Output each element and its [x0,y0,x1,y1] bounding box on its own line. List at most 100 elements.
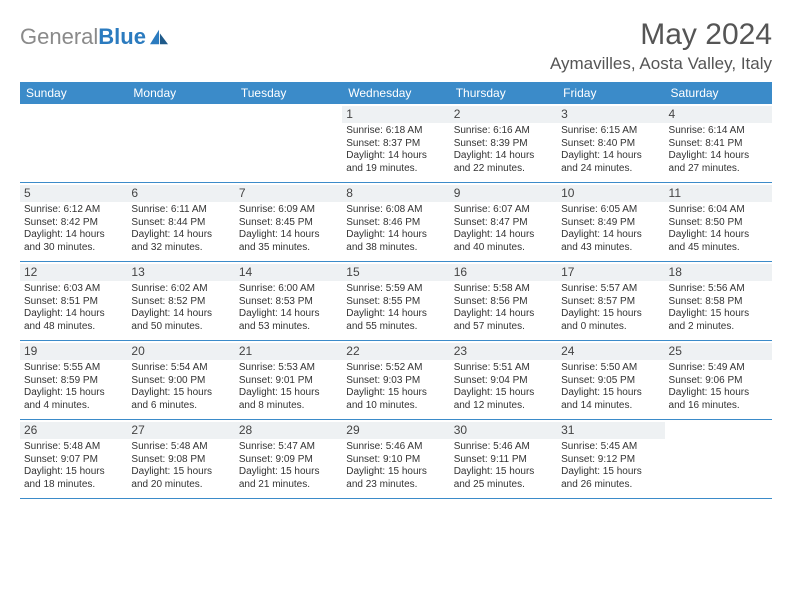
sunrise-line: Sunrise: 6:00 AM [239,283,338,296]
day-cell: 1Sunrise: 6:18 AMSunset: 8:37 PMDaylight… [342,104,449,182]
location: Aymavilles, Aosta Valley, Italy [550,54,772,74]
daylight-line: Daylight: 15 hours and 20 minutes. [131,466,230,491]
sunrise-line: Sunrise: 5:45 AM [561,441,660,454]
logo-sail-icon [148,28,170,46]
sunrise-line: Sunrise: 5:54 AM [131,362,230,375]
sunset-line: Sunset: 9:04 PM [454,375,553,388]
day-cell: 2Sunrise: 6:16 AMSunset: 8:39 PMDaylight… [450,104,557,182]
day-number: 6 [127,185,234,202]
sunset-line: Sunset: 9:10 PM [346,454,445,467]
daylight-line: Daylight: 15 hours and 6 minutes. [131,387,230,412]
sunrise-line: Sunrise: 6:16 AM [454,125,553,138]
day-number: 2 [450,106,557,123]
sunset-line: Sunset: 8:59 PM [24,375,123,388]
sunrise-line: Sunrise: 5:47 AM [239,441,338,454]
day-cell: 10Sunrise: 6:05 AMSunset: 8:49 PMDayligh… [557,183,664,261]
day-number: 30 [450,422,557,439]
day-number: 7 [235,185,342,202]
day-number: 15 [342,264,449,281]
day-number: 31 [557,422,664,439]
daylight-line: Daylight: 14 hours and 32 minutes. [131,229,230,254]
day-number: 9 [450,185,557,202]
day-cell: 8Sunrise: 6:08 AMSunset: 8:46 PMDaylight… [342,183,449,261]
sunrise-line: Sunrise: 5:58 AM [454,283,553,296]
day-number: 21 [235,343,342,360]
sunset-line: Sunset: 8:56 PM [454,296,553,309]
sunrise-line: Sunrise: 5:50 AM [561,362,660,375]
sunset-line: Sunset: 9:11 PM [454,454,553,467]
daylight-line: Daylight: 15 hours and 16 minutes. [669,387,768,412]
sunrise-line: Sunrise: 5:48 AM [24,441,123,454]
day-number: 29 [342,422,449,439]
day-cell [235,104,342,182]
sunrise-line: Sunrise: 5:51 AM [454,362,553,375]
dow-header: Tuesday [235,82,342,104]
sunset-line: Sunset: 8:45 PM [239,217,338,230]
daylight-line: Daylight: 14 hours and 19 minutes. [346,150,445,175]
calendar: SundayMondayTuesdayWednesdayThursdayFrid… [20,82,772,499]
sunrise-line: Sunrise: 5:55 AM [24,362,123,375]
day-number: 14 [235,264,342,281]
sunset-line: Sunset: 9:03 PM [346,375,445,388]
sunset-line: Sunset: 9:09 PM [239,454,338,467]
sunrise-line: Sunrise: 5:57 AM [561,283,660,296]
daylight-line: Daylight: 15 hours and 12 minutes. [454,387,553,412]
daylight-line: Daylight: 15 hours and 4 minutes. [24,387,123,412]
sunset-line: Sunset: 8:51 PM [24,296,123,309]
daylight-line: Daylight: 14 hours and 53 minutes. [239,308,338,333]
day-number: 5 [20,185,127,202]
dow-header: Wednesday [342,82,449,104]
sunrise-line: Sunrise: 6:11 AM [131,204,230,217]
day-cell: 6Sunrise: 6:11 AMSunset: 8:44 PMDaylight… [127,183,234,261]
sunrise-line: Sunrise: 6:14 AM [669,125,768,138]
day-number: 22 [342,343,449,360]
logo-text-blue: Blue [98,24,146,49]
sunset-line: Sunset: 8:50 PM [669,217,768,230]
day-cell: 3Sunrise: 6:15 AMSunset: 8:40 PMDaylight… [557,104,664,182]
day-cell: 16Sunrise: 5:58 AMSunset: 8:56 PMDayligh… [450,262,557,340]
sunset-line: Sunset: 8:57 PM [561,296,660,309]
sunset-line: Sunset: 8:46 PM [346,217,445,230]
day-cell: 30Sunrise: 5:46 AMSunset: 9:11 PMDayligh… [450,420,557,498]
day-number: 10 [557,185,664,202]
daylight-line: Daylight: 14 hours and 50 minutes. [131,308,230,333]
day-cell: 12Sunrise: 6:03 AMSunset: 8:51 PMDayligh… [20,262,127,340]
month-title: May 2024 [550,18,772,52]
day-number: 1 [342,106,449,123]
day-cell: 4Sunrise: 6:14 AMSunset: 8:41 PMDaylight… [665,104,772,182]
sunrise-line: Sunrise: 5:52 AM [346,362,445,375]
daylight-line: Daylight: 15 hours and 23 minutes. [346,466,445,491]
daylight-line: Daylight: 15 hours and 2 minutes. [669,308,768,333]
logo-text: GeneralBlue [20,24,146,50]
sunrise-line: Sunrise: 5:49 AM [669,362,768,375]
sunset-line: Sunset: 9:07 PM [24,454,123,467]
daylight-line: Daylight: 14 hours and 35 minutes. [239,229,338,254]
day-cell: 11Sunrise: 6:04 AMSunset: 8:50 PMDayligh… [665,183,772,261]
sunset-line: Sunset: 9:00 PM [131,375,230,388]
daylight-line: Daylight: 14 hours and 48 minutes. [24,308,123,333]
daylight-line: Daylight: 14 hours and 24 minutes. [561,150,660,175]
daylight-line: Daylight: 14 hours and 22 minutes. [454,150,553,175]
sunset-line: Sunset: 8:53 PM [239,296,338,309]
sunset-line: Sunset: 9:06 PM [669,375,768,388]
sunrise-line: Sunrise: 6:12 AM [24,204,123,217]
sunrise-line: Sunrise: 6:03 AM [24,283,123,296]
sunset-line: Sunset: 8:49 PM [561,217,660,230]
sunrise-line: Sunrise: 6:07 AM [454,204,553,217]
day-number: 17 [557,264,664,281]
sunset-line: Sunset: 8:55 PM [346,296,445,309]
day-cell: 13Sunrise: 6:02 AMSunset: 8:52 PMDayligh… [127,262,234,340]
sunrise-line: Sunrise: 5:46 AM [454,441,553,454]
sunrise-line: Sunrise: 6:08 AM [346,204,445,217]
sunset-line: Sunset: 9:12 PM [561,454,660,467]
day-number: 20 [127,343,234,360]
day-number: 23 [450,343,557,360]
sunset-line: Sunset: 8:37 PM [346,138,445,151]
day-number: 26 [20,422,127,439]
daylight-line: Daylight: 14 hours and 55 minutes. [346,308,445,333]
sunrise-line: Sunrise: 5:48 AM [131,441,230,454]
logo-text-gray: General [20,24,98,49]
daylight-line: Daylight: 14 hours and 57 minutes. [454,308,553,333]
day-number: 27 [127,422,234,439]
day-cell: 18Sunrise: 5:56 AMSunset: 8:58 PMDayligh… [665,262,772,340]
